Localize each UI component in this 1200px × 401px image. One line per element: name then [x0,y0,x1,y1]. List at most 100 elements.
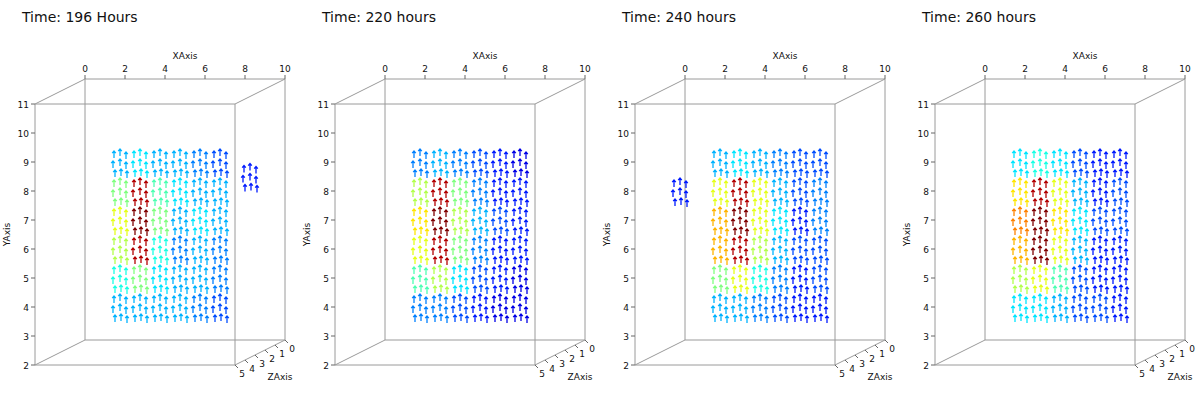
vector-arrow [465,258,469,265]
vector-cell [1051,294,1069,323]
vector-arrow [159,227,163,234]
vector-arrow [138,304,142,311]
z-tick-label: 1 [879,349,885,359]
vector-arrow [1118,217,1122,224]
vector-arrow [1032,209,1036,216]
vector-arrow [1044,268,1048,275]
vector-cell [171,265,189,294]
vector-cell [511,207,529,236]
vector-arrow [719,314,723,321]
vector-arrow [1085,171,1089,178]
vector-arrow [778,275,782,282]
vector-arrow [458,265,462,272]
vector-arrow [739,227,743,234]
vector-arrow [1119,314,1123,321]
y-tick [31,336,35,337]
vector-arrow [512,296,516,303]
vector-arrow [804,297,808,304]
z-tick-label: 1 [279,349,285,359]
vector-cell [1071,178,1089,207]
vector-arrow [498,265,502,272]
vector-arrow [213,228,217,235]
vector-arrow [825,258,829,265]
vector-arrow [459,227,463,234]
vector-arrow [1084,307,1088,314]
vector-arrow [764,152,768,159]
vector-arrow [811,190,815,197]
vector-arrow [1112,238,1116,245]
vector-arrow [484,249,488,256]
vector-arrow [224,152,228,159]
vector-arrow [118,304,122,311]
vector-arrow [718,304,722,311]
vector-cell [151,265,169,294]
vector-arrow [1071,161,1075,168]
vector-arrow [513,286,517,293]
vector-arrow [712,151,716,158]
vector-arrow [119,314,123,321]
vector-arrow [165,229,169,236]
vector-arrow [224,162,228,169]
vector-arrow [731,219,735,226]
z-tick-label: 2 [869,354,875,364]
vector-arrow [192,209,196,216]
vector-arrow [185,171,189,178]
vector-arrow [133,286,137,293]
z-tick [845,360,848,363]
vector-arrow [1039,285,1043,292]
box-edge [335,104,535,105]
vector-arrow [1124,268,1128,275]
vector-arrow [1064,307,1068,314]
vector-arrow [525,316,529,323]
vector-arrow [119,198,123,205]
vector-arrow [778,294,782,301]
vector-arrow [131,248,135,255]
vector-arrow [773,315,777,322]
vector-arrow [1084,297,1088,304]
vector-arrow [131,219,135,226]
vector-arrow [1078,246,1082,253]
vector-arrow [1044,297,1048,304]
vector-arrow [1092,296,1096,303]
y-tick [31,162,35,163]
vector-arrow [112,267,116,274]
vector-arrow [498,294,502,301]
vector-cell [811,294,829,323]
box-edge [385,79,585,80]
vector-arrow [1119,169,1123,176]
vector-arrow [1039,169,1043,176]
vector-arrow [193,315,197,322]
vector-arrow [752,238,756,245]
vector-cell [791,178,809,207]
vector-arrow [118,275,122,282]
vector-arrow [153,199,157,206]
vector-cell [1051,178,1069,207]
vector-arrow [1038,149,1042,156]
vector-arrow [738,246,742,253]
vector-arrow [444,210,448,217]
vector-arrow [1104,278,1108,285]
box-edge [235,104,236,365]
vector-arrow [452,267,456,274]
vector-arrow [411,219,415,226]
vector-arrow [1105,258,1109,265]
vector-arrow [179,314,183,321]
vector-cell [751,207,769,236]
vector-arrow [418,275,422,282]
vector-arrow [1058,294,1062,301]
vector-arrow [158,275,162,282]
vector-arrow [444,162,448,169]
vector-arrow [1093,228,1097,235]
vector-cell [431,294,449,323]
vector-arrow [798,149,802,156]
z-tick-label: 0 [1189,344,1195,354]
vector-arrow [1119,198,1123,205]
vector-arrow [465,200,469,207]
vector-cell [1091,178,1109,207]
vector-arrow [1064,152,1068,159]
vector-arrow [424,152,428,159]
vector-cell [1111,149,1129,178]
vector-arrow [218,265,222,272]
vector-arrow [464,152,468,159]
vector-arrow [1031,190,1035,197]
